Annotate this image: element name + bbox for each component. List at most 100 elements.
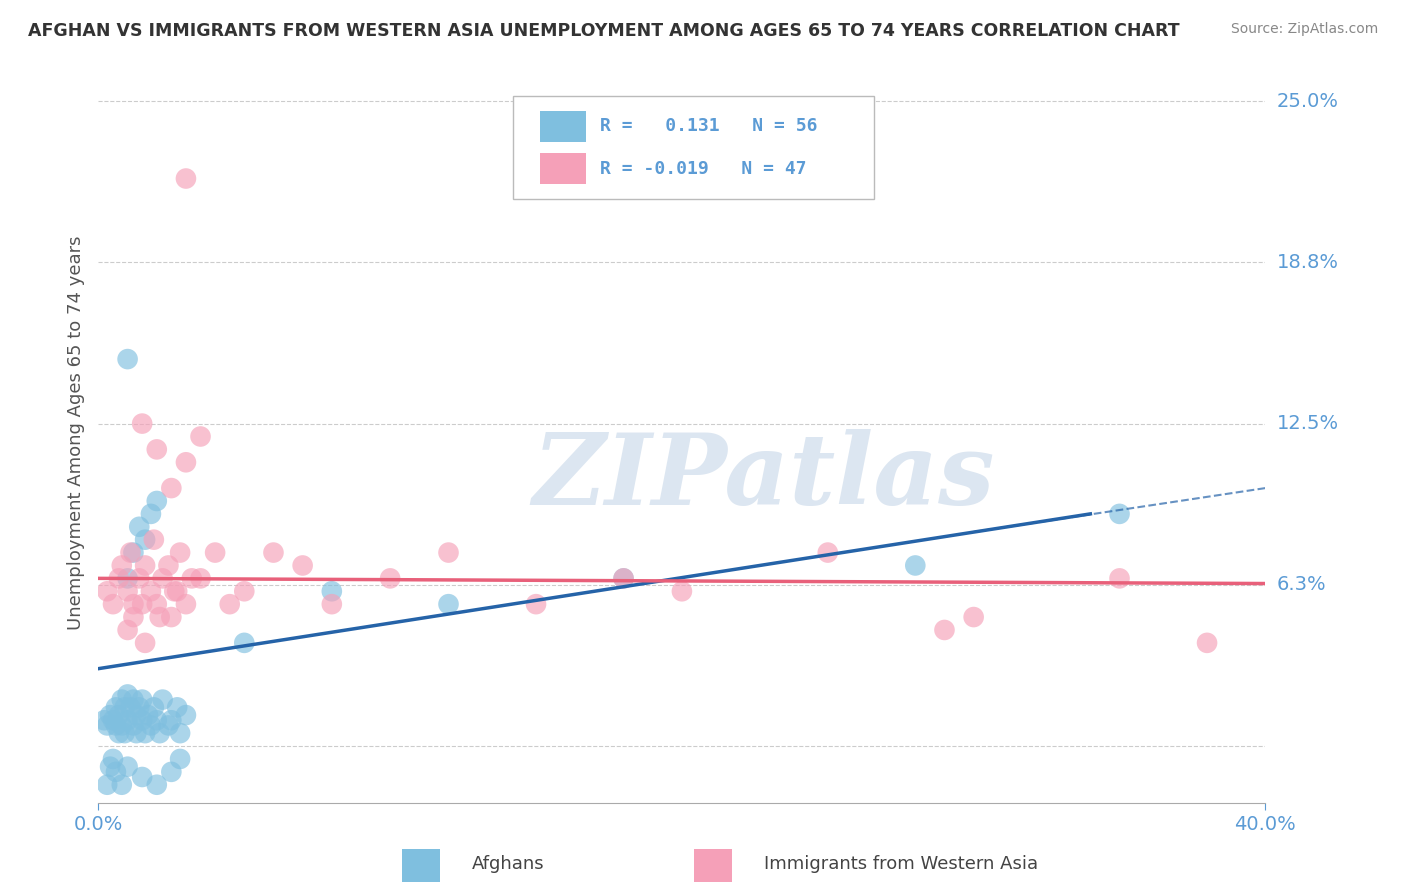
Point — [157, 718, 180, 732]
Point — [101, 597, 124, 611]
Point — [380, 571, 402, 585]
Point — [122, 718, 145, 732]
Point — [111, 718, 134, 732]
Point — [204, 545, 226, 559]
Point — [122, 597, 145, 611]
Point — [437, 597, 460, 611]
FancyBboxPatch shape — [402, 848, 440, 882]
Point — [160, 481, 183, 495]
Point — [134, 533, 156, 547]
Point — [108, 571, 131, 585]
Point — [166, 700, 188, 714]
Text: 12.5%: 12.5% — [1277, 414, 1339, 434]
Point — [131, 770, 153, 784]
Point — [96, 718, 118, 732]
Point — [139, 584, 162, 599]
Point — [190, 429, 212, 443]
Point — [108, 726, 131, 740]
Point — [149, 726, 172, 740]
Point — [111, 692, 134, 706]
Point — [146, 597, 169, 611]
Point — [146, 494, 169, 508]
Point — [114, 700, 136, 714]
Point — [174, 455, 197, 469]
Point — [437, 545, 460, 559]
Point — [146, 442, 169, 457]
Point — [169, 726, 191, 740]
Point — [174, 708, 197, 723]
Text: ZIPatlas: ZIPatlas — [533, 429, 995, 525]
Point — [98, 708, 121, 723]
Y-axis label: Unemployment Among Ages 65 to 74 years: Unemployment Among Ages 65 to 74 years — [66, 235, 84, 630]
Point — [1195, 636, 1218, 650]
Point — [117, 713, 139, 727]
Point — [128, 571, 150, 585]
Point — [125, 726, 148, 740]
Point — [104, 700, 127, 714]
Point — [934, 623, 956, 637]
Point — [131, 692, 153, 706]
FancyBboxPatch shape — [513, 95, 875, 200]
Point — [190, 571, 212, 585]
Text: 6.3%: 6.3% — [1277, 575, 1326, 594]
Point — [120, 700, 142, 714]
Point — [962, 610, 984, 624]
Text: Source: ZipAtlas.com: Source: ZipAtlas.com — [1230, 22, 1378, 37]
Point — [125, 708, 148, 723]
Point — [169, 752, 191, 766]
Point — [146, 713, 169, 727]
Point — [149, 610, 172, 624]
Point — [233, 636, 256, 650]
Point — [128, 700, 150, 714]
FancyBboxPatch shape — [693, 848, 733, 882]
Point — [117, 584, 139, 599]
Point — [108, 708, 131, 723]
Point — [101, 752, 124, 766]
Point — [134, 636, 156, 650]
Point — [131, 417, 153, 431]
Text: R = -0.019   N = 47: R = -0.019 N = 47 — [600, 160, 807, 178]
Text: 25.0%: 25.0% — [1277, 92, 1339, 111]
Point — [111, 778, 134, 792]
Point — [136, 708, 159, 723]
Point — [96, 778, 118, 792]
Point — [291, 558, 314, 573]
Text: AFGHAN VS IMMIGRANTS FROM WESTERN ASIA UNEMPLOYMENT AMONG AGES 65 TO 74 YEARS CO: AFGHAN VS IMMIGRANTS FROM WESTERN ASIA U… — [28, 22, 1180, 40]
Point — [93, 713, 115, 727]
Point — [131, 713, 153, 727]
Point — [117, 571, 139, 585]
Point — [180, 571, 202, 585]
Point — [321, 584, 343, 599]
Point — [139, 507, 162, 521]
Point — [321, 597, 343, 611]
Point — [131, 597, 153, 611]
Point — [152, 692, 174, 706]
Point — [163, 584, 186, 599]
Point — [671, 584, 693, 599]
Point — [96, 584, 118, 599]
Point — [142, 700, 165, 714]
Point — [233, 584, 256, 599]
Point — [122, 545, 145, 559]
Point — [114, 726, 136, 740]
Point — [904, 558, 927, 573]
Point — [612, 571, 634, 585]
FancyBboxPatch shape — [540, 111, 586, 142]
Text: R =   0.131   N = 56: R = 0.131 N = 56 — [600, 118, 818, 136]
Point — [817, 545, 839, 559]
Point — [160, 764, 183, 779]
Point — [111, 558, 134, 573]
Point — [117, 623, 139, 637]
Text: Immigrants from Western Asia: Immigrants from Western Asia — [763, 855, 1038, 873]
Point — [117, 760, 139, 774]
Point — [160, 713, 183, 727]
Point — [122, 610, 145, 624]
Point — [122, 692, 145, 706]
Point — [146, 778, 169, 792]
Point — [524, 597, 547, 611]
Point — [262, 545, 284, 559]
Point — [120, 545, 142, 559]
Text: 18.8%: 18.8% — [1277, 252, 1339, 272]
Point — [104, 718, 127, 732]
Point — [612, 571, 634, 585]
